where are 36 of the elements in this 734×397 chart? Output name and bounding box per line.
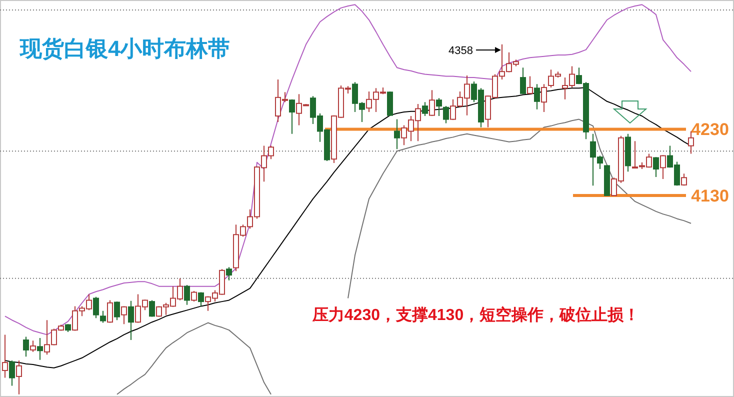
candlestick — [520, 67, 526, 95]
y-tick-label: 4130 — [691, 186, 729, 206]
candlestick — [100, 310, 106, 324]
candlestick — [23, 336, 29, 358]
candlestick — [394, 118, 400, 150]
candlestick — [114, 301, 120, 321]
candlestick — [436, 98, 442, 116]
candlestick — [226, 266, 232, 281]
candlestick — [93, 296, 99, 319]
candlestick — [429, 90, 435, 116]
candlestick — [534, 84, 540, 110]
candlestick — [16, 360, 22, 395]
candlestick — [37, 338, 43, 360]
candlestick — [653, 156, 659, 178]
candlestick — [128, 300, 134, 340]
candlestick — [107, 300, 113, 324]
candlestick — [30, 340, 36, 352]
candlestick — [289, 98, 295, 134]
candlestick — [387, 90, 393, 116]
candlestick — [422, 102, 428, 116]
annotation: 4358 — [448, 45, 473, 57]
text: 现货白银4小时布林带 — [19, 36, 230, 61]
annotation: 压力4230，支撑4130，短空操作，破位止损！ — [311, 306, 640, 324]
candlestick — [541, 84, 547, 113]
candlestick — [184, 284, 190, 306]
candlestick — [2, 334, 8, 378]
candlestick — [121, 306, 127, 325]
candlestick — [660, 154, 666, 180]
candlestick — [527, 76, 533, 95]
candlestick — [149, 300, 155, 318]
candlestick — [9, 360, 15, 386]
line-series — [4, 4, 692, 336]
candlestick — [443, 106, 449, 124]
y-tick-label: 4230 — [691, 120, 729, 140]
candlestick — [191, 290, 197, 302]
candlestick — [198, 292, 204, 307]
